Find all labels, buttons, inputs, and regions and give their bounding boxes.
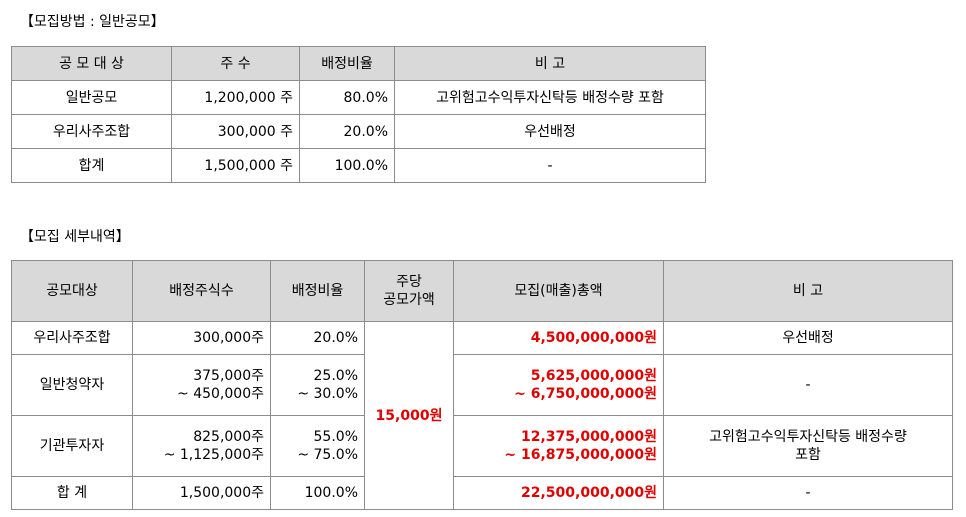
cell-ratio: 25.0% ~ 30.0% xyxy=(270,354,365,416)
ratio-value: 20.0% xyxy=(313,330,358,346)
shares-max: ~ 450,000주 xyxy=(177,386,264,402)
cell-ratio: 80.0% xyxy=(299,80,395,115)
ratio-min: 55.0% xyxy=(313,429,358,445)
header-target: 공 모 대 상 xyxy=(11,46,172,81)
cell-shares: 1,500,000 주 xyxy=(171,148,300,183)
cell-target: 합 계 xyxy=(11,476,133,510)
header-ratio: 배정비율 xyxy=(299,46,395,81)
note-value: - xyxy=(805,377,811,393)
table-header-row: 공모대상 배정주식수 배정비율 주당 공모가액 모집(매출)총액 비 고 xyxy=(11,260,953,322)
table-row: 기관투자자 825,000주 ~ 1,125,000주 55.0% ~ 75.0… xyxy=(11,415,953,477)
cell-target: 일반공모 xyxy=(11,80,172,115)
header-note: 비 고 xyxy=(663,260,953,322)
table-row: 우리사주조합 300,000주 20.0% 15,000원 4,500,000,… xyxy=(11,321,953,510)
cell-note: 고위험고수익투자신탁등 배정수량 포함 xyxy=(663,415,953,477)
ratio-value: 100.0% xyxy=(304,485,358,501)
amount-value: 4,500,000,000원 xyxy=(530,330,657,346)
cell-ratio: 20.0% xyxy=(270,321,365,355)
section1-title: 【모집방법 : 일반공모】 xyxy=(20,14,165,30)
cell-shares: 300,000주 xyxy=(132,321,271,355)
header-shares: 배정주식수 xyxy=(132,260,271,322)
table-header-row: 공 모 대 상 주 수 배정비율 비 고 xyxy=(11,46,706,81)
cell-note: - xyxy=(394,148,706,183)
shares-min: 375,000주 xyxy=(193,368,264,384)
cell-target: 합계 xyxy=(11,148,172,183)
table-row: 일반공모 1,200,000 주 80.0% 고위험고수익투자신탁등 배정수량 … xyxy=(11,80,706,115)
shares-max: ~ 1,125,000주 xyxy=(163,447,264,463)
ratio-max: ~ 75.0% xyxy=(297,447,358,463)
header-shares: 주 수 xyxy=(171,46,300,81)
ratio-max: ~ 30.0% xyxy=(297,386,358,402)
cell-target: 우리사주조합 xyxy=(11,321,133,355)
amount-value: 22,500,000,000원 xyxy=(521,485,657,501)
header-target: 공모대상 xyxy=(11,260,133,322)
shares-value: 1,500,000주 xyxy=(179,485,264,501)
cell-amount: 22,500,000,000원 xyxy=(453,476,664,510)
header-price-line1: 주당 xyxy=(396,274,422,290)
note-line1: 고위험고수익투자신탁등 배정수량 xyxy=(709,429,907,445)
shares-value: 300,000주 xyxy=(193,330,264,346)
amount-max: ~ 6,750,000,000원 xyxy=(514,386,657,402)
cell-amount: 4,500,000,000원 xyxy=(453,321,664,355)
cell-ratio: 55.0% ~ 75.0% xyxy=(270,415,365,477)
cell-target: 기관투자자 xyxy=(11,415,133,477)
cell-note: - xyxy=(663,354,953,416)
cell-shares: 300,000 주 xyxy=(171,114,300,149)
table-row-total: 합 계 1,500,000주 100.0% 22,500,000,000원 - xyxy=(11,476,953,510)
shares-min: 825,000주 xyxy=(193,429,264,445)
cell-shares: 1,500,000주 xyxy=(132,476,271,510)
cell-amount: 5,625,000,000원 ~ 6,750,000,000원 xyxy=(453,354,664,416)
section2-title: 【모집 세부내역】 xyxy=(20,229,130,245)
cell-target: 우리사주조합 xyxy=(11,114,172,149)
cell-note: - xyxy=(663,476,953,510)
amount-max: ~ 16,875,000,000원 xyxy=(504,447,657,463)
table-row: 일반청약자 375,000주 ~ 450,000주 25.0% ~ 30.0% … xyxy=(11,354,953,416)
cell-note: 우선배정 xyxy=(663,321,953,355)
cell-shares: 825,000주 ~ 1,125,000주 xyxy=(132,415,271,477)
cell-ratio: 20.0% xyxy=(299,114,395,149)
cell-price: 15,000원 xyxy=(364,321,454,510)
header-amount: 모집(매출)총액 xyxy=(453,260,664,322)
cell-ratio: 100.0% xyxy=(299,148,395,183)
amount-min: 5,625,000,000원 xyxy=(530,368,657,384)
note-value: - xyxy=(805,485,811,501)
amount-min: 12,375,000,000원 xyxy=(521,429,657,445)
note-value: 우선배정 xyxy=(782,330,834,346)
offering-details-table: 공모대상 배정주식수 배정비율 주당 공모가액 모집(매출)총액 비 고 우리사… xyxy=(11,260,953,510)
table-row: 우리사주조합 300,000 주 20.0% 우선배정 xyxy=(11,114,706,149)
header-note: 비 고 xyxy=(394,46,706,81)
header-price: 주당 공모가액 xyxy=(364,260,454,322)
cell-note: 우선배정 xyxy=(394,114,706,149)
note-line2: 포함 xyxy=(795,447,821,463)
cell-shares: 375,000주 ~ 450,000주 xyxy=(132,354,271,416)
cell-target: 일반청약자 xyxy=(11,354,133,416)
ratio-min: 25.0% xyxy=(313,368,358,384)
header-ratio: 배정비율 xyxy=(270,260,365,322)
cell-shares: 1,200,000 주 xyxy=(171,80,300,115)
cell-note: 고위험고수익투자신탁등 배정수량 포함 xyxy=(394,80,706,115)
cell-amount: 12,375,000,000원 ~ 16,875,000,000원 xyxy=(453,415,664,477)
header-price-line2: 공모가액 xyxy=(383,292,435,308)
table-row-total: 합계 1,500,000 주 100.0% - xyxy=(11,148,706,183)
cell-ratio: 100.0% xyxy=(270,476,365,510)
recruitment-method-table: 공 모 대 상 주 수 배정비율 비 고 일반공모 1,200,000 주 80… xyxy=(11,46,706,183)
